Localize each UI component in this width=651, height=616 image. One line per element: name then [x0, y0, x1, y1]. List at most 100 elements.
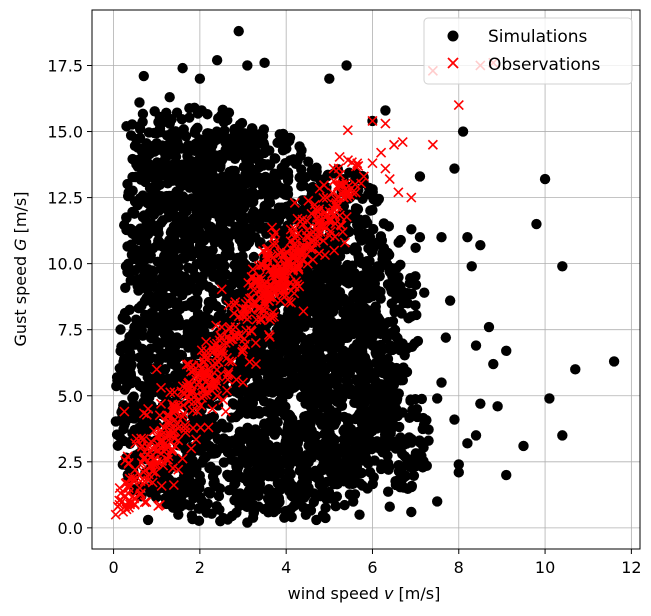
simulation-point — [351, 325, 362, 337]
simulation-point — [449, 414, 460, 425]
simulation-point — [386, 380, 398, 391]
simulation-point — [181, 477, 193, 488]
simulation-point — [393, 388, 404, 399]
simulation-point — [118, 340, 130, 351]
simulation-point — [211, 500, 223, 512]
simulation-point — [198, 454, 209, 465]
simulation-point — [143, 318, 154, 329]
simulation-point — [440, 332, 452, 343]
simulation-point — [187, 455, 198, 466]
simulation-point — [286, 490, 297, 502]
simulation-point — [289, 372, 300, 383]
simulation-point — [122, 380, 133, 391]
simulation-point — [260, 452, 272, 463]
simulation-point — [254, 485, 265, 497]
simulation-point — [398, 287, 409, 298]
simulation-point — [410, 300, 421, 311]
simulation-point — [218, 278, 229, 289]
simulation-point — [328, 361, 339, 372]
simulation-point — [142, 514, 154, 526]
simulation-point — [118, 423, 129, 435]
simulation-point — [379, 320, 390, 331]
simulation-point — [246, 474, 257, 486]
simulation-point — [227, 165, 238, 177]
simulation-point — [170, 483, 181, 494]
simulation-point — [330, 501, 341, 512]
simulation-point — [303, 457, 314, 468]
simulation-point — [416, 393, 427, 405]
simulation-point — [372, 397, 384, 408]
simulation-point — [539, 173, 551, 185]
y-tick-label: 5.0 — [58, 387, 83, 406]
simulation-point — [379, 461, 390, 473]
simulation-point — [188, 272, 200, 283]
simulation-point — [192, 308, 204, 319]
simulation-point — [188, 493, 199, 504]
simulation-point — [344, 304, 355, 315]
simulation-point — [220, 443, 231, 454]
simulation-point — [242, 155, 253, 166]
simulation-point — [483, 321, 495, 333]
x-tick-label: 0 — [108, 558, 118, 577]
simulation-point — [264, 195, 275, 207]
simulation-point — [304, 422, 315, 434]
simulation-point — [307, 181, 318, 193]
simulation-point — [239, 132, 250, 143]
simulation-point — [444, 295, 456, 306]
simulation-point — [125, 130, 137, 141]
simulation-point — [317, 447, 329, 459]
simulation-point — [208, 448, 220, 459]
simulation-point — [122, 266, 133, 278]
simulation-point — [335, 398, 346, 409]
simulation-point — [383, 221, 395, 232]
simulation-point — [419, 287, 430, 298]
simulation-point — [157, 374, 168, 385]
simulation-point — [277, 145, 289, 156]
simulation-point — [453, 467, 464, 478]
simulation-point — [176, 114, 188, 125]
simulation-point — [431, 496, 443, 507]
simulation-point — [154, 352, 165, 363]
simulation-point — [243, 428, 255, 440]
simulation-point — [410, 242, 421, 253]
simulation-point — [196, 157, 207, 168]
y-tick-label: 10.0 — [47, 255, 83, 274]
simulation-point — [462, 438, 473, 449]
simulation-point — [134, 154, 145, 165]
simulation-point — [325, 390, 336, 401]
simulation-point — [120, 314, 132, 325]
simulation-point — [242, 369, 253, 380]
simulation-point — [181, 319, 193, 330]
x-tick-label: 10 — [535, 558, 555, 577]
x-tick-label: 12 — [621, 558, 641, 577]
simulation-point — [488, 358, 499, 370]
simulation-point — [211, 465, 222, 476]
simulation-point — [270, 153, 281, 164]
simulation-point — [227, 435, 239, 446]
simulation-point — [285, 155, 296, 166]
simulation-point — [153, 297, 164, 308]
simulation-point — [172, 240, 183, 251]
simulation-point — [114, 363, 125, 374]
simulation-point — [374, 412, 385, 424]
simulation-point — [111, 372, 123, 383]
x-tick-label: 2 — [195, 558, 205, 577]
simulation-point — [125, 361, 136, 373]
simulation-point — [180, 131, 192, 142]
simulation-point — [185, 165, 196, 176]
simulation-point — [272, 417, 283, 428]
simulation-point — [306, 317, 317, 328]
simulation-point — [412, 335, 424, 347]
simulation-point — [164, 463, 175, 474]
simulation-point — [344, 478, 355, 489]
simulation-point — [208, 271, 219, 282]
simulation-point — [345, 360, 356, 371]
simulation-point — [392, 410, 403, 422]
simulation-point — [124, 304, 135, 316]
simulation-point — [406, 506, 417, 518]
simulation-point — [206, 508, 217, 519]
simulation-point — [351, 338, 363, 350]
simulation-point — [276, 317, 287, 328]
simulation-point — [163, 280, 175, 291]
